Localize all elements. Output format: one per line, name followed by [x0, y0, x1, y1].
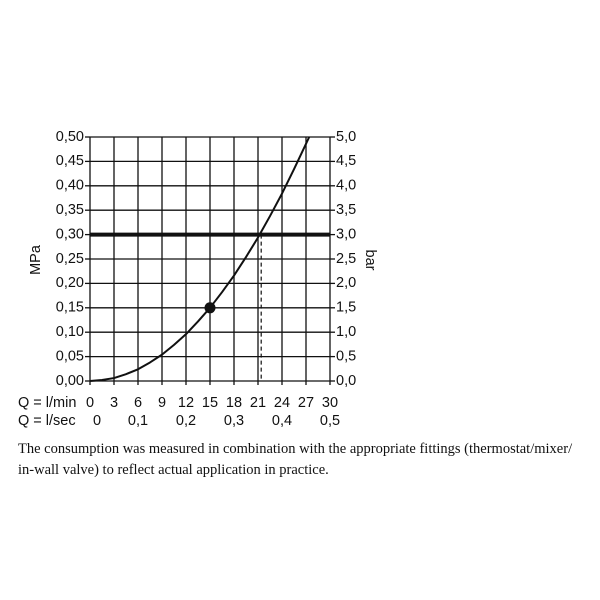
y-tick-label: 0,45: [56, 153, 84, 169]
x2-axis-label: Q = l/sec: [18, 413, 76, 429]
x-tick-label: 3: [110, 395, 118, 411]
x-tick-label: 0: [86, 395, 94, 411]
x-tick-label: 27: [298, 395, 314, 411]
x2-tick-label: 0: [93, 413, 101, 429]
x-tick-label: 30: [322, 395, 338, 411]
y2-tick-label: 4,5: [336, 153, 356, 169]
y2-tick-label: 0,0: [336, 373, 356, 389]
chart: Q = l/min Q = l/sec MPa bar 0,000,050,10…: [18, 129, 378, 429]
x-tick-label: 18: [226, 395, 242, 411]
x-tick-label: 6: [134, 395, 142, 411]
x2-tick-label: 0,2: [176, 413, 196, 429]
y2-axis-label: bar: [362, 250, 378, 271]
x2-tick-label: 0,1: [128, 413, 148, 429]
y-tick-label: 0,30: [56, 226, 84, 242]
y-tick-label: 0,40: [56, 178, 84, 194]
x2-tick-label: 0,5: [320, 413, 340, 429]
y2-tick-label: 4,0: [336, 178, 356, 194]
y2-tick-label: 0,5: [336, 348, 356, 364]
y2-tick-label: 5,0: [336, 129, 356, 145]
y-tick-label: 0,20: [56, 275, 84, 291]
y2-tick-label: 3,0: [336, 226, 356, 242]
x-tick-label: 9: [158, 395, 166, 411]
y2-tick-label: 1,0: [336, 324, 356, 340]
x-tick-label: 21: [250, 395, 266, 411]
y-tick-label: 0,05: [56, 348, 84, 364]
x2-tick-label: 0,4: [272, 413, 292, 429]
x-axis-label: Q = l/min: [18, 395, 76, 411]
y-tick-label: 0,35: [56, 202, 84, 218]
y2-tick-label: 2,5: [336, 251, 356, 267]
y2-tick-label: 3,5: [336, 202, 356, 218]
caption-line: in-wall valve) to reflect actual applica…: [18, 462, 329, 478]
x-tick-label: 15: [202, 395, 218, 411]
y-tick-label: 0,00: [56, 373, 84, 389]
point-marker: [204, 302, 216, 314]
caption-line: The consumption was measured in combinat…: [18, 441, 573, 457]
curve: [89, 136, 311, 382]
y-tick-label: 0,25: [56, 251, 84, 267]
y-tick-label: 0,50: [56, 129, 84, 145]
x-tick-label: 24: [274, 395, 290, 411]
x-tick-label: 12: [178, 395, 194, 411]
x2-tick-label: 0,3: [224, 413, 244, 429]
y-tick-label: 0,10: [56, 324, 84, 340]
y-tick-label: 0,15: [56, 300, 84, 316]
y2-tick-label: 2,0: [336, 275, 356, 291]
y-axis-label: MPa: [28, 244, 44, 275]
y2-tick-label: 1,5: [336, 300, 356, 316]
